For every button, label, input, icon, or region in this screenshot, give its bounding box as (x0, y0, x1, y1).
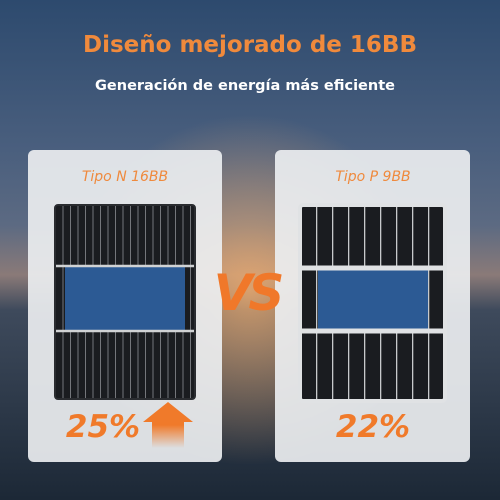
solar-panel (54, 204, 196, 400)
card-label: Tipo P 9BB (335, 169, 410, 185)
title: Diseño mejorado de 16BB (83, 32, 417, 58)
solar-panel (298, 203, 447, 403)
vs-label: VS (214, 264, 283, 322)
arrow-icon (143, 402, 193, 448)
card-label: Tipo N 16BB (82, 169, 168, 185)
subtitle: Generación de energía más eficiente (95, 78, 395, 94)
efficiency: 25% (66, 409, 140, 445)
efficiency: 22% (336, 409, 410, 445)
